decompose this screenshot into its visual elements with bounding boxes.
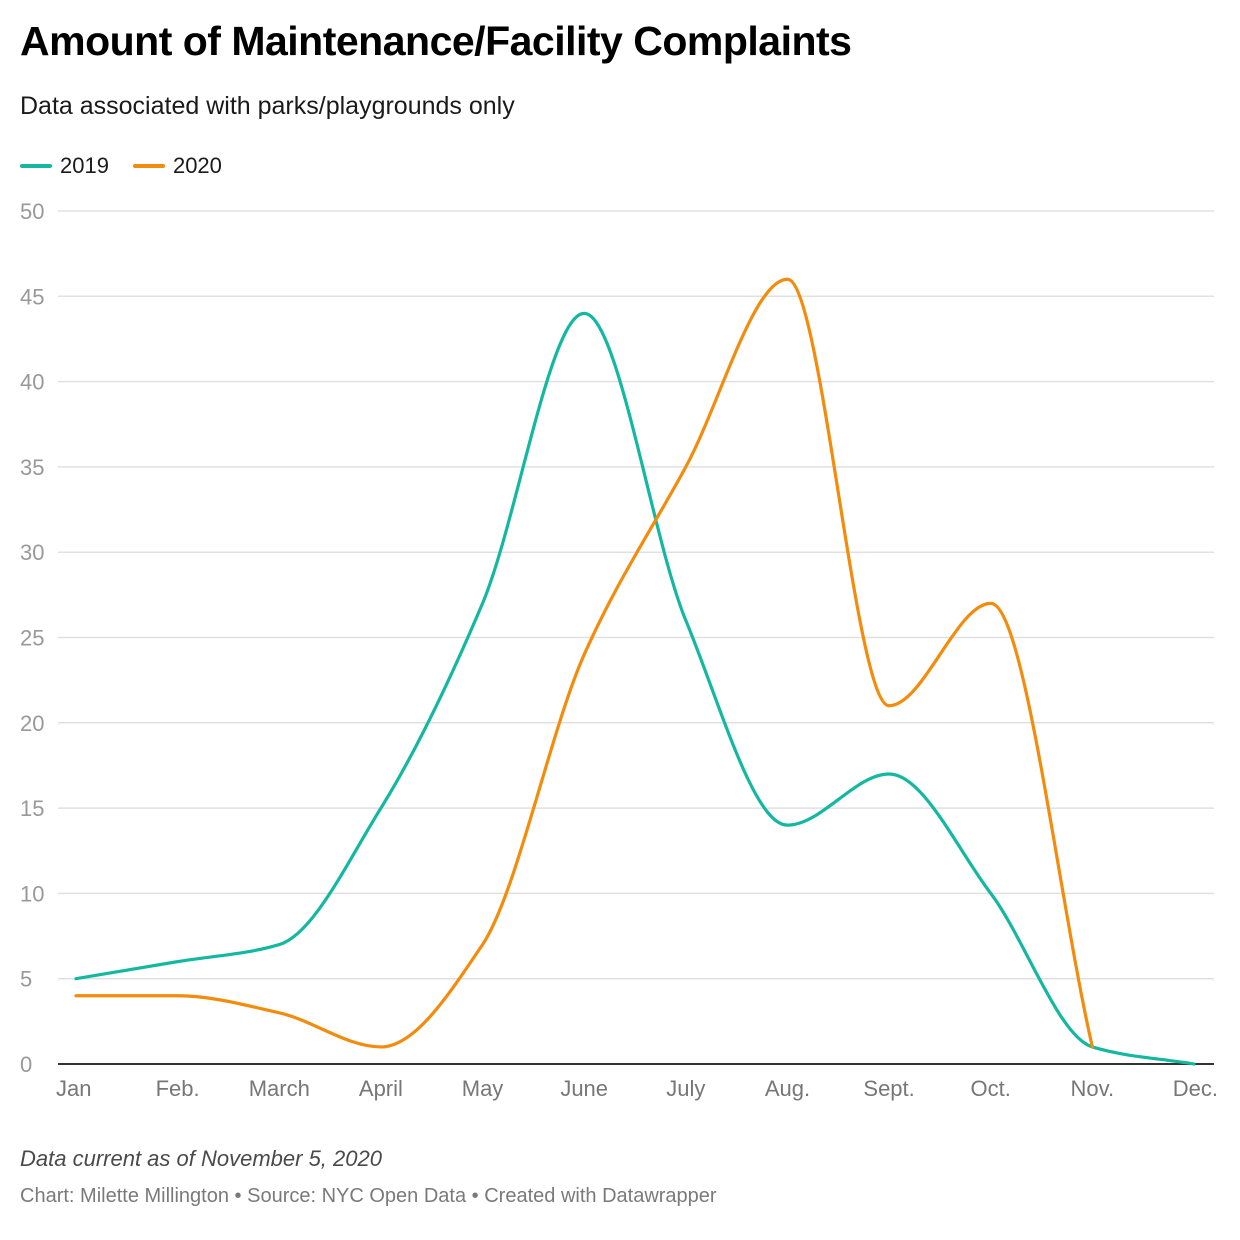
credits-tool: Created with Datawrapper xyxy=(484,1185,717,1207)
series-line-2020 xyxy=(74,277,1094,1049)
legend-swatch-2020 xyxy=(132,164,165,168)
legend-label-2020: 2020 xyxy=(172,153,222,178)
x-tick-label-april: April xyxy=(359,1076,403,1101)
y-tick-label-15: 15 xyxy=(20,796,44,821)
credits-separator: • xyxy=(466,1185,485,1207)
chart-subtitle: Data associated with parks/playgrounds o… xyxy=(20,92,515,120)
x-tick-label-jan: Jan xyxy=(56,1076,91,1101)
credits-author: Milette Millington xyxy=(80,1185,229,1207)
y-tick-label-45: 45 xyxy=(20,284,44,309)
legend-item-2019: 2019 xyxy=(20,153,109,179)
data-note: Data current as of November 5, 2020 xyxy=(20,1146,382,1171)
y-tick-label-30: 30 xyxy=(20,540,44,565)
x-tick-label-june: June xyxy=(560,1076,608,1101)
y-tick-label-10: 10 xyxy=(20,881,44,906)
credits-separator: • xyxy=(228,1185,248,1207)
legend-swatch-2019 xyxy=(20,164,52,168)
x-tick-label-feb: Feb. xyxy=(156,1076,200,1101)
x-tick-label-july: July xyxy=(666,1076,705,1101)
legend-label-2019: 2019 xyxy=(60,153,109,178)
credits-source: NYC Open Data xyxy=(321,1185,467,1207)
credits: Chart: Milette Millington • Source: NYC … xyxy=(20,1185,717,1208)
y-tick-label-20: 20 xyxy=(20,711,44,736)
y-tick-label-0: 0 xyxy=(20,1052,32,1077)
y-tick-label-40: 40 xyxy=(20,370,44,395)
x-tick-label-sept: Sept. xyxy=(863,1076,914,1101)
x-tick-label-nov: Nov. xyxy=(1071,1076,1115,1101)
x-tick-label-aug: Aug. xyxy=(765,1076,810,1101)
legend: 2019 2020 xyxy=(20,152,246,180)
y-tick-label-25: 25 xyxy=(20,626,44,651)
x-tick-label-may: May xyxy=(462,1076,504,1101)
y-tick-label-35: 35 xyxy=(20,455,44,480)
credits-chart-label: Chart: xyxy=(20,1185,81,1207)
x-tick-label-march: March xyxy=(249,1076,310,1101)
line-chart: 0 5 10 15 20 25 30 35 40 45 50 Jan Feb. March April May… xyxy=(20,199,1218,1101)
series-line-2019 xyxy=(74,311,1196,1066)
y-tick-label-50: 50 xyxy=(20,199,44,224)
y-tick-label-5: 5 xyxy=(20,967,32,992)
x-tick-label-dec: Dec. xyxy=(1173,1076,1218,1101)
credits-source-label: Source: xyxy=(247,1185,322,1207)
chart-title: Amount of Maintenance/Facility Complaint… xyxy=(20,18,852,64)
x-tick-label-oct: Oct. xyxy=(971,1076,1011,1101)
legend-item-2020: 2020 xyxy=(132,153,222,179)
